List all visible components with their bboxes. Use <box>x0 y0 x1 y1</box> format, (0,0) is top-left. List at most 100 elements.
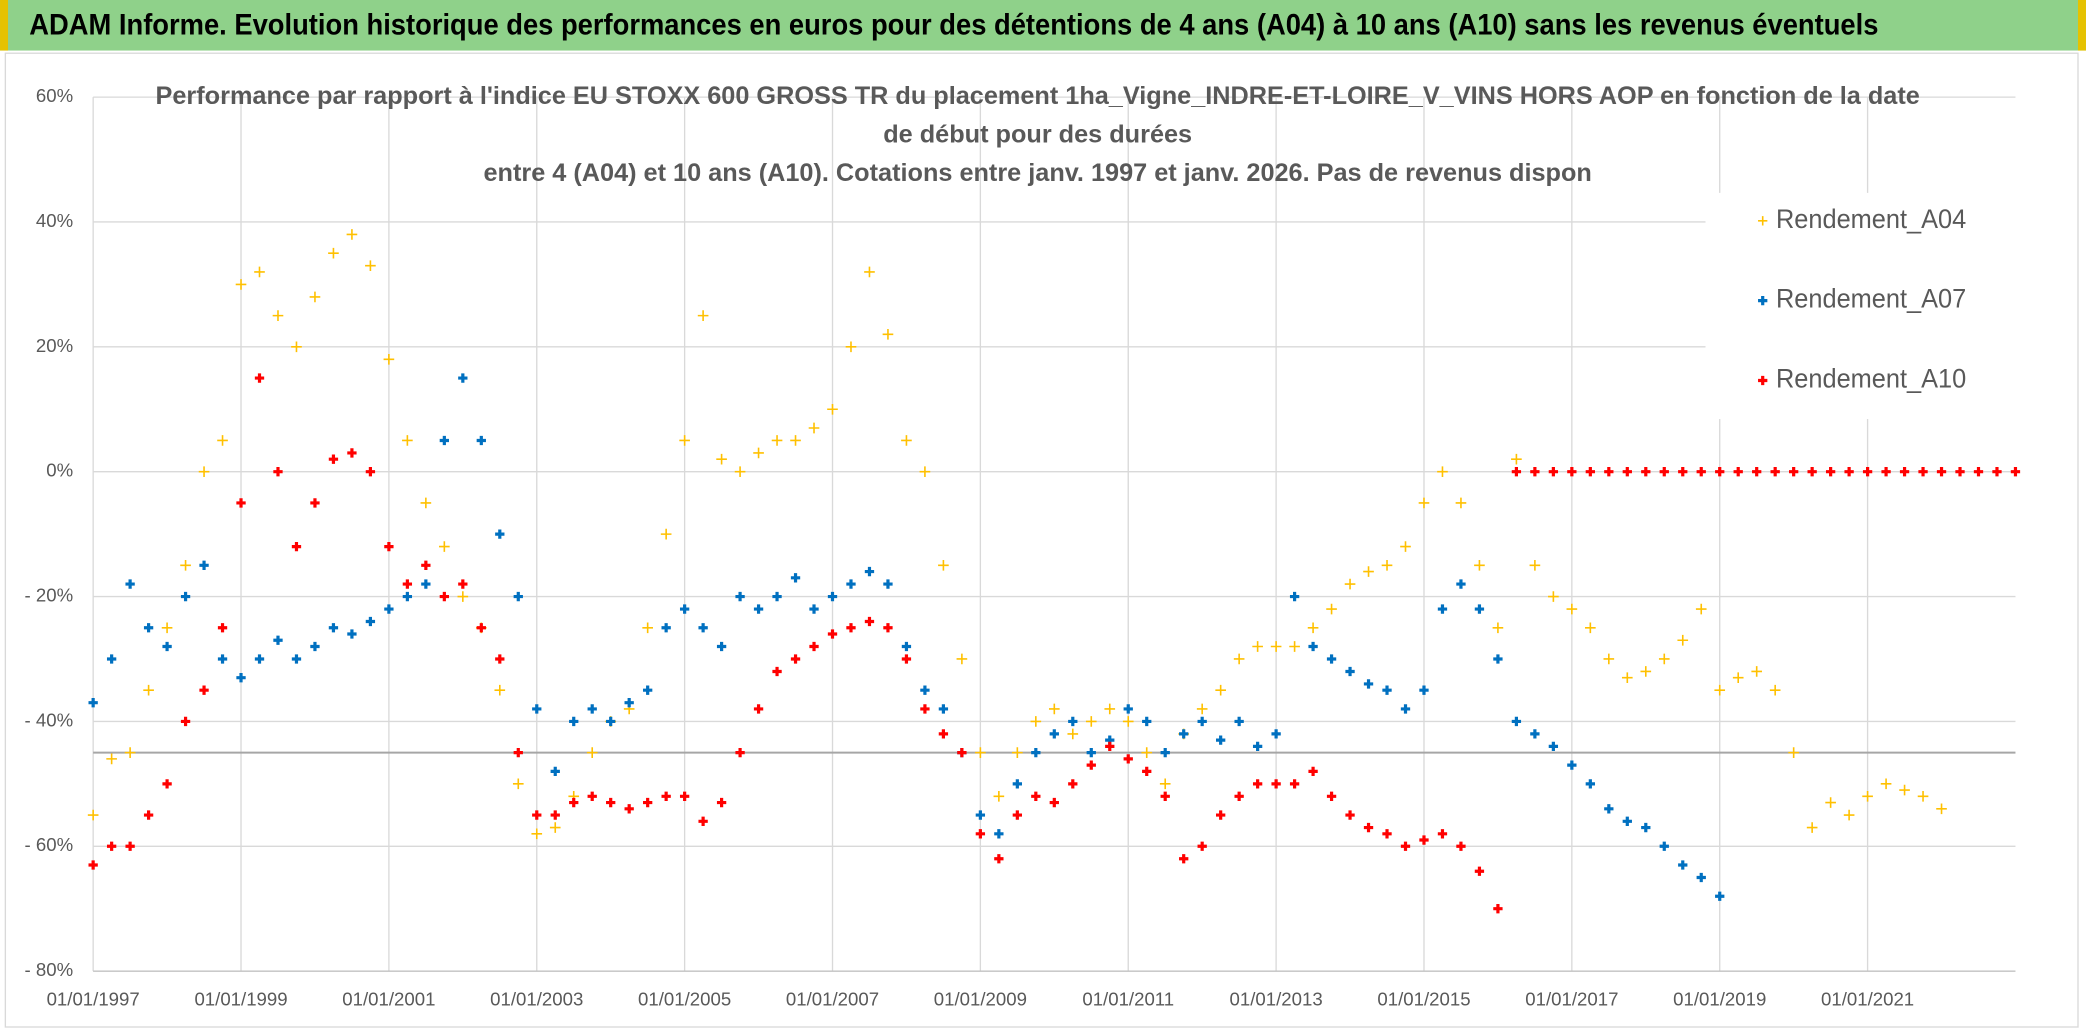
point <box>1585 622 1596 634</box>
point <box>549 822 561 833</box>
x-tick-label: 01/01/1997 <box>47 988 140 1009</box>
point <box>846 579 856 589</box>
y-tick-label: 60% <box>36 85 73 106</box>
corner <box>0 0 9 51</box>
point <box>1936 467 1947 477</box>
point <box>661 623 671 633</box>
point <box>1400 841 1411 851</box>
point <box>1715 467 1725 477</box>
point <box>1678 467 1688 477</box>
legend-marker <box>1758 375 1768 386</box>
point <box>310 498 320 508</box>
point <box>975 747 986 758</box>
marks <box>87 229 2021 914</box>
point <box>254 654 265 664</box>
point <box>384 604 394 614</box>
point <box>439 541 450 552</box>
point <box>1695 603 1707 615</box>
point <box>883 579 893 589</box>
x-tick-label: 01/01/2011 <box>1082 988 1174 1009</box>
point <box>1732 672 1744 684</box>
point <box>1216 735 1226 745</box>
point <box>143 623 154 633</box>
point <box>180 591 191 602</box>
point <box>864 616 875 627</box>
chart-title: de début pour des durées <box>883 120 1192 148</box>
point <box>772 591 782 602</box>
point <box>1234 716 1244 727</box>
point <box>698 816 708 826</box>
point <box>328 247 339 259</box>
y-tick-label: - 60% <box>25 834 74 855</box>
x-tick-label: 01/01/2013 <box>1230 988 1323 1009</box>
point <box>291 541 302 552</box>
point <box>716 641 727 652</box>
x-tick-label: 01/01/2007 <box>786 988 879 1009</box>
point <box>993 791 1005 802</box>
point <box>994 829 1004 839</box>
x-tick-label: 01/01/2021 <box>1821 988 1914 1009</box>
point <box>957 747 967 758</box>
point <box>901 654 912 664</box>
point <box>882 329 894 340</box>
point <box>1789 467 1799 477</box>
point <box>994 854 1004 864</box>
legend-marker <box>1758 216 1768 226</box>
point <box>2010 467 2021 477</box>
point <box>458 579 468 589</box>
point <box>1548 591 1559 602</box>
point <box>272 310 284 321</box>
legend-marker <box>1758 295 1768 306</box>
point <box>125 579 135 589</box>
point <box>162 779 172 789</box>
point <box>1622 467 1632 477</box>
point <box>1159 778 1171 790</box>
point <box>1714 684 1726 696</box>
point <box>809 641 819 652</box>
point <box>88 860 98 870</box>
point <box>1400 541 1411 552</box>
point <box>1788 747 1799 758</box>
point <box>1252 641 1263 652</box>
point <box>1012 779 1022 789</box>
point <box>1696 467 1706 477</box>
point <box>1289 591 1300 602</box>
point <box>1769 684 1781 696</box>
chart-title: Performance par rapport à l'indice EU ST… <box>156 82 1920 110</box>
point <box>901 435 912 446</box>
point <box>586 747 598 758</box>
point <box>1123 704 1133 714</box>
point <box>1825 797 1836 808</box>
point <box>1696 872 1706 883</box>
point <box>1086 760 1096 770</box>
y-tick-label: - 40% <box>25 709 74 730</box>
point <box>476 623 486 633</box>
point <box>1567 467 1577 477</box>
point <box>956 653 968 665</box>
point <box>1455 497 1467 509</box>
point <box>1271 729 1281 739</box>
point <box>790 435 801 446</box>
point <box>661 791 671 801</box>
point <box>808 422 820 434</box>
point <box>1344 578 1356 590</box>
foreground: Performance par rapport à l'indice EU ST… <box>25 82 2033 1009</box>
point <box>494 684 506 696</box>
point <box>569 716 579 727</box>
point <box>1437 466 1448 478</box>
point <box>217 435 228 446</box>
point <box>716 797 727 808</box>
point <box>1142 716 1152 727</box>
point <box>365 260 376 271</box>
point <box>1031 791 1041 801</box>
point <box>106 841 117 851</box>
point <box>1068 779 1078 789</box>
point <box>1382 685 1392 695</box>
x-tick-label: 01/01/2019 <box>1673 988 1766 1009</box>
point <box>384 541 394 552</box>
point <box>1585 779 1595 789</box>
point <box>1382 829 1392 839</box>
point <box>1677 634 1689 646</box>
x-tick-label: 01/01/2003 <box>490 988 583 1009</box>
